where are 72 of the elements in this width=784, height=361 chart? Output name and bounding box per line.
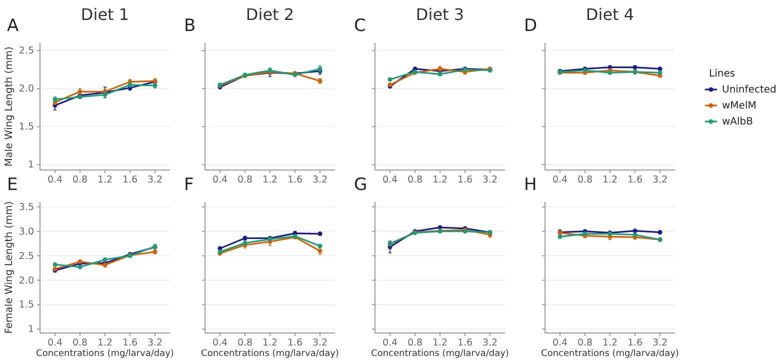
- x-tick-label: 3.2: [147, 174, 163, 186]
- x-tick-label: 3.2: [482, 338, 498, 349]
- x-tick-label: 1.6: [457, 338, 473, 349]
- x-tick-label: 1.6: [627, 174, 643, 186]
- y-tick-label: 1.5: [18, 300, 34, 311]
- text: H: [524, 175, 537, 195]
- x-tick-label: 0.4: [382, 174, 398, 186]
- x-tick-label: 0.8: [407, 174, 423, 186]
- x-tick-label: 3.2: [312, 338, 328, 349]
- y-axis-title: Male Wing Length (mm): [4, 46, 15, 167]
- text: F: [184, 175, 194, 195]
- legend-label: wMelM: [722, 100, 756, 112]
- x-tick-label: 0.8: [237, 338, 253, 349]
- x-tick-label: 1.2: [602, 338, 618, 349]
- x-tick-label: 1.6: [287, 174, 303, 186]
- x-tick-label: 0.4: [552, 338, 568, 349]
- text: D: [524, 16, 538, 36]
- x-tick-label: 1.2: [432, 174, 448, 186]
- x-tick-label: 1.2: [432, 338, 448, 349]
- x-tick-label: 0.8: [407, 338, 423, 349]
- y-tick-label: 1.5: [18, 122, 34, 133]
- x-tick-label: 0.8: [237, 174, 253, 186]
- x-tick-label: 1.6: [627, 338, 643, 349]
- x-tick-label: 3.2: [312, 174, 328, 186]
- x-tick-label: 1.2: [97, 338, 113, 349]
- y-tick-label: 1: [28, 324, 34, 336]
- x-tick-label: 1.6: [122, 174, 138, 186]
- x-tick-label: 3.2: [147, 338, 163, 349]
- text: A: [7, 16, 19, 36]
- x-tick-label: 0.8: [577, 174, 593, 186]
- x-tick-label: 1.6: [457, 174, 473, 186]
- y-tick-label: 2.0: [18, 84, 34, 95]
- x-tick-label: 1.2: [262, 174, 278, 186]
- y-tick-label: 3.0: [18, 226, 34, 238]
- x-tick-label: 0.4: [382, 338, 398, 349]
- x-tick-label: 1.6: [287, 338, 303, 349]
- x-tick-label: 0.8: [577, 338, 593, 349]
- text: E: [7, 175, 18, 195]
- x-tick-label: 1.2: [262, 338, 278, 349]
- legend-label: Uninfected: [722, 84, 776, 96]
- x-tick-label: 0.4: [47, 174, 63, 186]
- x-tick-label: 1.2: [97, 174, 113, 186]
- legend-title: Lines: [709, 68, 736, 80]
- legend-label: wAlbB: [722, 116, 754, 128]
- x-axis-title: Concentrations (mg/larva/day): [541, 349, 679, 359]
- x-tick-label: 0.8: [72, 174, 88, 186]
- x-tick-label: 1.6: [122, 338, 138, 349]
- y-tick-label: 1: [28, 160, 34, 171]
- chart-title: Diet 2: [246, 5, 294, 24]
- x-tick-label: 3.2: [482, 174, 498, 186]
- chart-title: Diet 4: [586, 5, 634, 24]
- x-tick-label: 0.4: [212, 338, 228, 349]
- x-axis-title: Concentrations (mg/larva/day): [371, 349, 509, 359]
- x-tick-label: 0.4: [212, 174, 228, 186]
- y-axis-title: Female Wing Length (mm): [4, 201, 15, 334]
- x-tick-label: 0.4: [47, 338, 63, 349]
- y-tick-label: 2.0: [18, 275, 34, 286]
- x-tick-label: 0.4: [552, 174, 568, 186]
- chart-title: Diet 1: [80, 5, 130, 24]
- x-tick-label: 0.8: [72, 338, 88, 349]
- x-tick-label: 3.2: [652, 338, 668, 349]
- y-tick-label: 3.5: [18, 202, 34, 213]
- x-tick-label: 1.2: [602, 174, 618, 186]
- y-tick-label: 2.5: [18, 46, 34, 57]
- text: C: [354, 16, 366, 36]
- x-tick-label: 3.2: [652, 174, 668, 186]
- y-tick-label: 2.5: [18, 250, 34, 262]
- text: G: [354, 175, 368, 195]
- chart-title: Diet 3: [416, 5, 464, 24]
- x-axis-title: Concentrations (mg/larva/day): [201, 349, 339, 359]
- x-axis-title: Concentrations (mg/larva/day): [36, 349, 174, 359]
- text: B: [184, 16, 196, 36]
